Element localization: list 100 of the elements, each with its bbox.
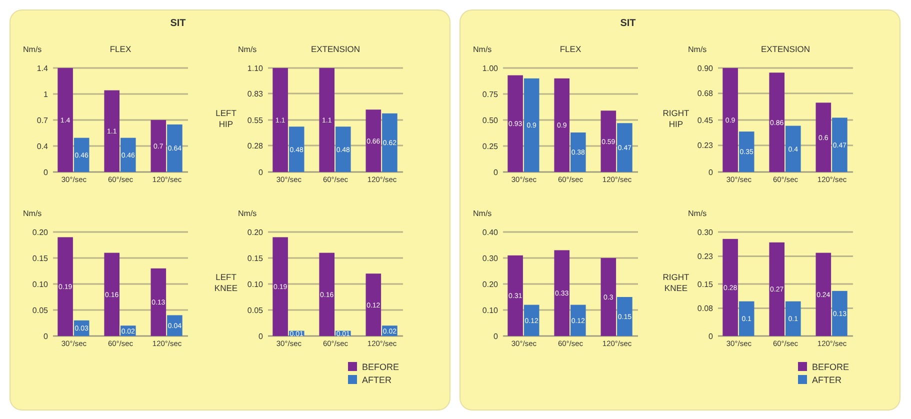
y-tick-label: 0.20 <box>32 228 49 237</box>
bar <box>738 132 754 172</box>
y-axis-title: Nm/s <box>473 209 492 218</box>
y-tick-label: 0.90 <box>697 64 714 73</box>
chart-subtitle: SIT <box>170 18 186 29</box>
y-tick-label: 0 <box>258 332 264 341</box>
y-tick-label: 0.10 <box>482 306 499 315</box>
y-tick-label: 0.68 <box>697 89 714 98</box>
bar <box>104 252 120 336</box>
bar <box>769 242 784 336</box>
bar <box>816 252 832 336</box>
bar <box>617 297 632 336</box>
bar <box>366 110 382 172</box>
bar <box>272 68 288 172</box>
y-tick-label: 0.4 <box>36 142 49 151</box>
bar <box>150 268 166 336</box>
bar <box>554 250 570 336</box>
y-tick-label: 0.20 <box>482 280 499 289</box>
legend-label: BEFORE <box>812 362 850 372</box>
bar <box>786 126 801 172</box>
bar <box>150 120 166 172</box>
y-tick-label: 0.25 <box>482 142 499 151</box>
chart-title: FLEX <box>110 44 132 54</box>
bar <box>554 78 570 172</box>
y-tick-label: 0 <box>494 168 499 177</box>
legend-label: BEFORE <box>362 362 400 372</box>
y-tick-label: 0.83 <box>247 89 264 98</box>
bar <box>524 304 540 336</box>
chart-title: EXTENSION <box>760 44 810 54</box>
y-tick-label: 0.30 <box>697 228 714 237</box>
chart-subtitle: SIT <box>620 18 636 29</box>
bar <box>769 72 784 172</box>
y-tick-label: 1.4 <box>36 64 49 73</box>
y-tick-label: 0.20 <box>247 228 264 237</box>
y-axis-title: Nm/s <box>23 209 42 218</box>
y-tick-label: 0.75 <box>482 90 499 99</box>
text: LEFT HIP <box>216 108 236 129</box>
bar <box>382 113 398 172</box>
bar <box>120 138 136 172</box>
bar <box>570 304 586 336</box>
y-axis-title: Nm/s <box>688 209 707 218</box>
bar <box>366 274 382 336</box>
chart-title: EXTENSION <box>310 44 360 54</box>
y-tick-label: 0.40 <box>482 228 499 237</box>
y-tick-label: 0.15 <box>32 254 49 263</box>
y-tick-label: 0.23 <box>697 252 714 262</box>
text: LEFT KNEE <box>214 272 238 293</box>
y-tick-label: 0.23 <box>697 141 714 150</box>
y-tick-label: 0.55 <box>247 116 264 125</box>
y-axis-title: Nm/s <box>473 45 492 54</box>
y-tick-label: 0 <box>708 332 714 341</box>
y-tick-label: 0.50 <box>482 116 499 125</box>
y-tick-label: 0 <box>44 168 49 177</box>
bar <box>336 126 351 172</box>
bar <box>524 78 540 172</box>
y-tick-label: 0.05 <box>32 306 49 315</box>
y-axis-title: Nm/s <box>688 45 707 54</box>
y-tick-label: 1 <box>44 90 49 99</box>
chart-title: FLEX <box>560 44 582 54</box>
text: RIGHT HIP <box>662 108 690 129</box>
bar <box>832 290 848 336</box>
y-tick-label: 0 <box>708 168 714 177</box>
bar <box>738 301 754 336</box>
y-tick-label: 0.10 <box>32 280 49 289</box>
bar <box>617 123 632 172</box>
y-tick-label: 0 <box>494 332 499 341</box>
y-tick-label: 0.10 <box>247 280 264 289</box>
bar <box>74 138 90 172</box>
legend-label: AFTER <box>362 375 392 385</box>
bar <box>319 68 334 172</box>
y-tick-label: 0.28 <box>247 141 264 150</box>
bar <box>167 124 182 172</box>
y-tick-label: 1.00 <box>482 64 499 73</box>
bar <box>570 132 586 172</box>
legend-label: AFTER <box>812 375 842 385</box>
bar <box>722 238 738 336</box>
y-axis-title: Nm/s <box>23 45 42 54</box>
bar <box>319 252 334 336</box>
y-tick-label: 0.45 <box>697 116 714 125</box>
bar <box>816 102 832 172</box>
bar <box>58 237 73 336</box>
bar <box>600 110 616 172</box>
y-tick-label: 0.15 <box>697 280 714 289</box>
bar <box>832 118 848 172</box>
text: RIGHT KNEE <box>662 272 690 293</box>
y-tick-label: 0.7 <box>36 116 49 125</box>
bar <box>167 315 182 336</box>
bar <box>508 75 523 172</box>
y-axis-title: Nm/s <box>238 209 257 218</box>
y-tick-label: 0.08 <box>697 304 714 314</box>
y-axis-title: Nm/s <box>238 45 257 54</box>
y-tick-label: 0 <box>44 332 49 341</box>
y-tick-label: 0 <box>258 168 264 177</box>
bar <box>786 301 801 336</box>
bar <box>600 258 616 336</box>
bar <box>104 90 120 172</box>
y-tick-label: 1.10 <box>247 64 264 73</box>
y-tick-label: 0.05 <box>247 306 264 315</box>
bar <box>288 126 304 172</box>
y-tick-label: 0.30 <box>482 254 499 263</box>
